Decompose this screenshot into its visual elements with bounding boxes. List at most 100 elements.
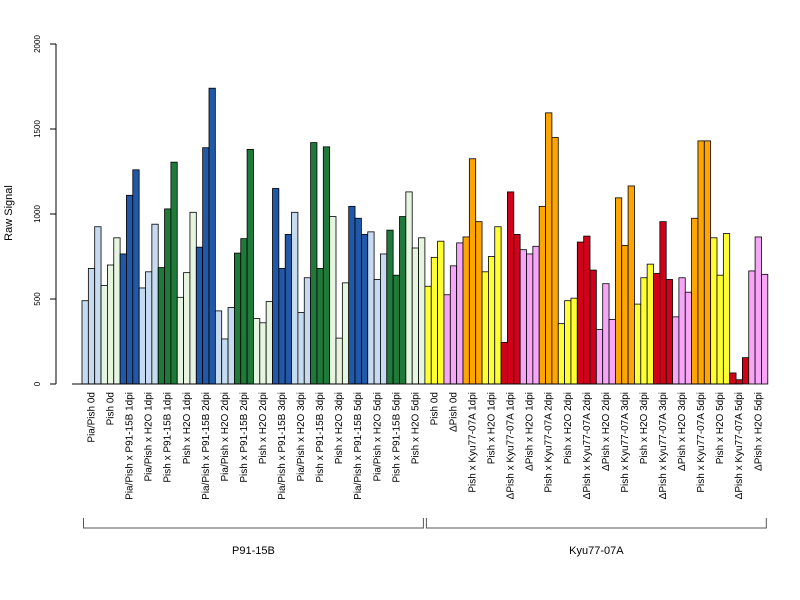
bar	[107, 264, 115, 385]
bar	[589, 269, 597, 385]
bar	[634, 303, 642, 385]
bar	[195, 246, 204, 385]
bar	[557, 323, 565, 385]
x-tick-label: Pish x Kyu77-07A 3dpi	[620, 392, 631, 493]
bar	[526, 253, 534, 385]
bar	[259, 322, 267, 385]
bar	[246, 148, 254, 385]
x-tick-label: Pish x Kyu77-07A 1dpi	[468, 392, 479, 493]
bar	[310, 142, 318, 385]
bar	[532, 245, 540, 385]
x-tick-label: ΔPish x H2O 2dpi	[601, 392, 612, 471]
bar	[748, 270, 756, 385]
x-tick-label: Pish x H2O 3dpi	[639, 392, 650, 464]
bar	[735, 379, 743, 385]
bar	[183, 272, 191, 385]
bar	[697, 140, 705, 385]
x-tick-label: Pish x P91-15B 1dpi	[163, 392, 174, 483]
bar	[202, 147, 210, 385]
bar	[132, 169, 140, 385]
x-tick-label: Pish x P91-15B 3dpi	[315, 392, 326, 483]
bar	[640, 277, 648, 385]
bar	[214, 310, 223, 385]
bar	[151, 223, 159, 385]
x-tick-label: Pish x H2O 2dpi	[563, 392, 574, 464]
bar	[227, 307, 235, 385]
bar	[443, 294, 451, 385]
x-tick-label: Pish x H2O 3dpi	[334, 392, 345, 464]
bar	[507, 191, 515, 385]
bar	[653, 273, 661, 385]
bar	[710, 237, 718, 385]
x-tick-label: ΔPish x H2O 1dpi	[525, 392, 536, 471]
bar	[513, 233, 521, 385]
bar	[551, 137, 559, 385]
bar	[354, 217, 362, 385]
bar	[576, 241, 585, 385]
bar	[621, 245, 629, 385]
x-tick-label: ΔPish x Kyu77-07A 1dpi	[506, 392, 517, 499]
bar	[278, 267, 286, 385]
bar	[170, 161, 178, 385]
bar	[703, 140, 712, 385]
bar	[684, 291, 692, 385]
x-tick-label: Pish 0d	[429, 392, 440, 425]
x-axis-labels: Pia/Pish 0d Pish 0d Pia/Pish x P91-15B 1dp…	[87, 392, 765, 500]
bar	[716, 274, 724, 385]
y-tick-label: 1500	[33, 120, 42, 138]
x-tick-label: Pish x H2O 2dpi	[258, 392, 269, 464]
bar	[329, 216, 337, 385]
y-tick-label: 1000	[33, 205, 42, 223]
bar	[424, 285, 432, 385]
bar	[138, 287, 146, 385]
bar	[157, 267, 165, 385]
bar	[538, 205, 546, 385]
bar	[564, 300, 572, 385]
bars	[81, 87, 769, 385]
bar	[233, 252, 242, 385]
bar	[608, 318, 616, 385]
bar	[81, 300, 89, 385]
x-tick-label: ΔPish x Kyu77-07A 3dpi	[658, 392, 669, 499]
x-tick-label: ΔPish x H2O 3dpi	[677, 392, 688, 471]
bar	[284, 233, 292, 385]
y-axis: 0 500 1000 1500 2000	[33, 35, 57, 386]
bar	[545, 112, 553, 385]
bar	[691, 217, 699, 385]
bar	[316, 267, 324, 385]
bar	[176, 296, 184, 385]
bar	[456, 242, 464, 385]
bar	[164, 208, 172, 385]
y-tick-label: 2000	[33, 35, 42, 53]
bar	[595, 329, 604, 385]
bar	[665, 279, 673, 385]
bar	[399, 216, 407, 385]
bar	[100, 284, 108, 385]
x-tick-label: Pish x P91-15B 2dpi	[239, 392, 250, 483]
bar	[240, 238, 248, 385]
x-tick-label: ΔPish 0d	[448, 392, 459, 432]
bar	[297, 312, 305, 385]
bar	[583, 235, 591, 385]
x-tick-label: ΔPish x Kyu77-07A 5dpi	[734, 392, 745, 499]
bar	[335, 337, 343, 385]
group-label: P91-15B	[232, 545, 275, 557]
group-bracket	[83, 518, 424, 529]
bar	[367, 231, 375, 385]
x-tick-label: Pish x Kyu77-07A 5dpi	[696, 392, 707, 493]
bar	[94, 226, 102, 385]
x-tick-label: Pia/Pish x H2O 5dpi	[372, 392, 383, 482]
bar	[360, 233, 369, 385]
bar	[761, 273, 769, 385]
group-brackets: P91-15B Kyu77-07A	[83, 518, 767, 557]
bar	[462, 236, 470, 385]
bar	[405, 191, 413, 385]
x-tick-label: Pia/Pish x P91-15B 2dpi	[201, 392, 212, 500]
x-tick-label: Pish x H2O 5dpi	[715, 392, 726, 464]
bar	[348, 205, 356, 385]
x-tick-label: Pia/Pish 0d	[87, 392, 98, 443]
bar	[659, 221, 667, 385]
bar	[449, 265, 458, 385]
bar	[265, 301, 273, 385]
